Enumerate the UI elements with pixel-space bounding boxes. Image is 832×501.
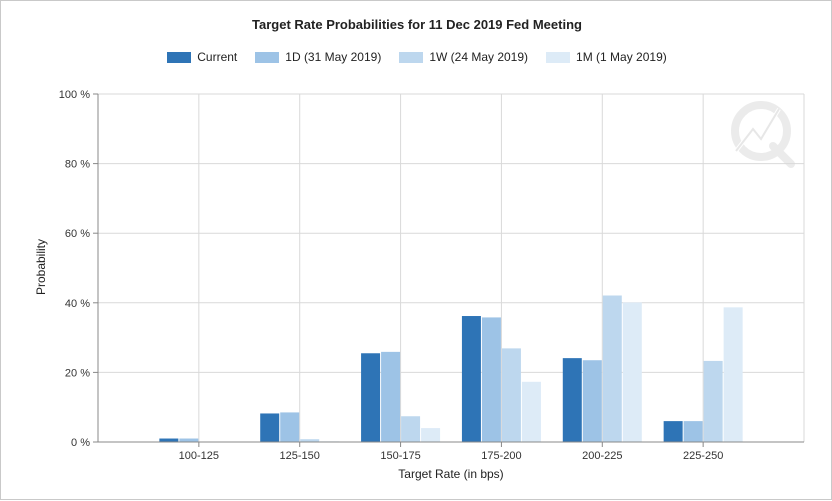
bar[interactable] (582, 360, 602, 442)
bar[interactable] (663, 421, 683, 442)
legend: Current 1D (31 May 2019) 1W (24 May 2019) 1… (1, 50, 832, 64)
watermark-logo-icon (731, 101, 795, 168)
legend-item[interactable]: 1M (1 May 2019) (546, 50, 667, 64)
bar[interactable] (159, 438, 179, 442)
x-tick-label: 150-175 (380, 450, 420, 462)
bar[interactable] (622, 302, 642, 442)
x-tick-label: 100-125 (179, 450, 219, 462)
bar[interactable] (300, 439, 320, 442)
legend-label: Current (197, 50, 238, 64)
bar[interactable] (501, 348, 521, 442)
y-tick-label: 60 % (65, 228, 90, 240)
bar[interactable] (723, 307, 743, 442)
bar[interactable] (562, 358, 582, 442)
bar[interactable] (481, 317, 501, 442)
legend-swatch (399, 51, 424, 63)
bars (159, 295, 743, 442)
axes: 0 % 20 % 40 % 60 % 80 % 100 % 100-125 125-150 15… (59, 89, 804, 462)
y-tick-label: 0 % (71, 437, 90, 449)
bar[interactable] (260, 413, 280, 442)
bar[interactable] (521, 381, 541, 442)
grid (97, 93, 805, 443)
bar[interactable] (461, 316, 481, 442)
bar[interactable] (683, 421, 703, 442)
x-tick-label: 125-150 (280, 450, 320, 462)
legend-label: 1M (1 May 2019) (576, 50, 667, 64)
bar[interactable] (401, 416, 421, 442)
legend-label: 1D (31 May 2019) (285, 50, 382, 64)
legend-item[interactable]: 1W (24 May 2019) (399, 50, 528, 64)
bar[interactable] (361, 353, 381, 442)
y-tick-label: 40 % (65, 298, 90, 310)
bar[interactable] (421, 428, 441, 442)
x-tick-label: 225-250 (683, 450, 723, 462)
bar[interactable] (381, 351, 401, 442)
chart-title: Target Rate Probabilities for 11 Dec 201… (252, 17, 582, 32)
legend-item[interactable]: Current (167, 50, 237, 64)
legend-swatch (167, 51, 192, 63)
legend-swatch (546, 51, 571, 63)
x-axis-title: Target Rate (in bps) (398, 467, 503, 481)
legend-swatch (255, 51, 280, 63)
bar[interactable] (280, 412, 300, 442)
x-tick-label: 175-200 (481, 450, 521, 462)
bar[interactable] (602, 295, 622, 442)
y-tick-label: 20 % (65, 367, 90, 379)
legend-label: 1W (24 May 2019) (429, 50, 529, 64)
x-tick-label: 200-225 (582, 450, 622, 462)
y-tick-label: 100 % (59, 89, 90, 101)
y-axis-title: Probability (34, 239, 48, 295)
y-tick-label: 80 % (65, 159, 90, 171)
legend-item[interactable]: 1D (31 May 2019) (255, 50, 381, 64)
bar[interactable] (703, 360, 723, 442)
bar[interactable] (179, 438, 199, 442)
